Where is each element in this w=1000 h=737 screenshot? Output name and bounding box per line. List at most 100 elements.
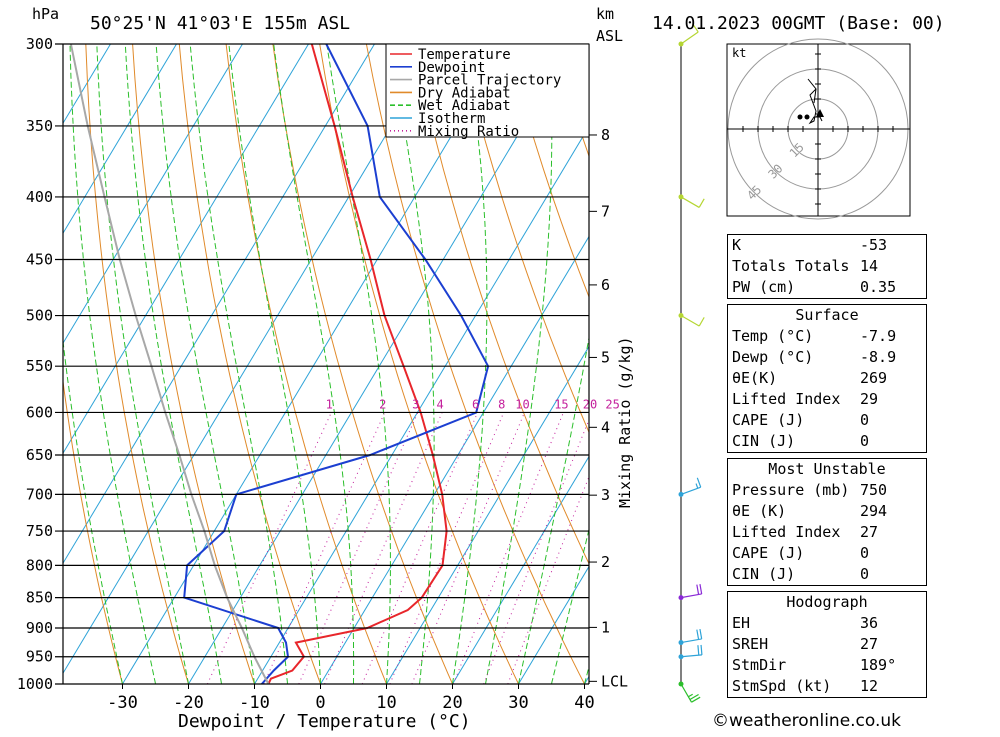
wind-barb: [679, 629, 702, 645]
dry-adiabat: [86, 44, 189, 684]
index-row: StmDir 189°: [728, 655, 926, 676]
height-tick-label: LCL: [601, 672, 628, 690]
index-label: Lifted Index: [732, 522, 840, 543]
x-tick-label: -20: [173, 693, 204, 713]
datetime-title: 14.01.2023 00GMT (Base: 00): [652, 13, 945, 34]
mixing-ratio-line: [299, 413, 418, 685]
mixing-ratio-line: [207, 413, 331, 685]
index-label: PW (cm): [732, 277, 795, 298]
mixing-ratio-line: [390, 413, 504, 685]
index-label: CAPE (J): [732, 543, 804, 564]
legend-entry: Mixing Ratio: [418, 124, 519, 140]
index-label: CIN (J): [732, 564, 795, 585]
index-value: 0: [860, 410, 922, 431]
wind-barb-staff: [681, 197, 699, 208]
x-tick-label: -30: [107, 693, 138, 713]
x-axis-title: Dewpoint / Temperature (°C): [178, 711, 471, 732]
index-row: PW (cm) 0.35: [728, 277, 926, 298]
wet-adiabat: [156, 44, 254, 684]
height-tick-label: 8: [601, 126, 610, 144]
x-tick-label: 20: [442, 693, 462, 713]
pressure-tick-label: 600: [26, 403, 53, 421]
hodograph-point: [805, 115, 810, 120]
index-value: 189°: [860, 655, 922, 676]
height-tick-label: 3: [601, 486, 610, 504]
index-value: 36: [860, 613, 922, 634]
dry-adiabat: [928, 44, 1000, 684]
mixing-ratio-line: [453, 413, 563, 685]
profiles: [71, 44, 488, 684]
x-tick-label: 30: [508, 693, 528, 713]
pressure-tick-label: 550: [26, 357, 53, 375]
pressure-tick-label: 750: [26, 522, 53, 540]
index-value: 0.35: [860, 277, 922, 298]
mixing-ratio-line: [362, 413, 477, 685]
index-label: StmDir: [732, 655, 786, 676]
index-label: CIN (J): [732, 431, 795, 452]
pressure-tick-label: 950: [26, 648, 53, 666]
pressure-tick-label: 500: [26, 307, 53, 325]
mixing-ratio-label: 6: [472, 397, 479, 411]
index-value: 269: [860, 368, 922, 389]
wind-barb-feather: [697, 585, 699, 595]
index-value: 0: [860, 431, 922, 452]
dry-adiabat: [975, 44, 1000, 684]
wind-barb: [679, 645, 702, 659]
index-value: -7.9: [860, 326, 922, 347]
hodograph-point: [798, 115, 803, 120]
index-label: Temp (°C): [732, 326, 813, 347]
index-value: -53: [860, 235, 922, 256]
pressure-tick-label: 850: [26, 589, 53, 607]
dry-adiabat: [226, 44, 386, 684]
wind-barb: [679, 478, 701, 497]
index-row: StmSpd (kt) 12: [728, 676, 926, 697]
wet-adiabat: [453, 44, 487, 684]
wind-barb-feather: [700, 584, 702, 594]
panel-title: Surface: [728, 305, 926, 326]
index-value: 0: [860, 564, 922, 585]
index-label: Totals Totals: [732, 256, 849, 277]
isotherm-line: [189, 44, 573, 684]
wet-adiabat: [70, 44, 156, 684]
wind-barb: [679, 194, 705, 207]
index-row: CAPE (J) 0: [728, 543, 926, 564]
index-value: 12: [860, 676, 922, 697]
wind-barb: [679, 313, 705, 326]
index-label: StmSpd (kt): [732, 676, 831, 697]
mixing-ratio-line: [264, 413, 385, 685]
height-unit-asl: ASL: [596, 27, 623, 45]
wind-barb-feather: [688, 694, 692, 697]
index-label: θE(K): [732, 368, 777, 389]
index-value: 14: [860, 256, 922, 277]
index-value: -8.9: [860, 347, 922, 368]
wind-barb-feather: [701, 645, 702, 655]
pressure-tick-label: 800: [26, 556, 53, 574]
index-label: SREH: [732, 634, 768, 655]
x-tick-label: -10: [239, 693, 270, 713]
height-tick-label: 4: [601, 418, 610, 436]
wind-barb-feather: [697, 630, 699, 640]
pressure-unit: hPa: [32, 5, 59, 23]
panel-title: Hodograph: [728, 592, 926, 613]
mixing-ratio-label: 2: [379, 397, 386, 411]
index-value: 750: [860, 480, 922, 501]
mixing-ratio-label: 3: [412, 397, 419, 411]
mixing-ratio-label: 8: [498, 397, 505, 411]
pressure-tick-label: 450: [26, 251, 53, 269]
index-row: CIN (J) 0: [728, 564, 926, 585]
isotherm-line: [123, 44, 507, 684]
index-value: 0: [860, 543, 922, 564]
index-label: Lifted Index: [732, 389, 840, 410]
index-row: Dewp (°C)-8.9: [728, 347, 926, 368]
isotherm-line: [57, 44, 441, 684]
height-tick-label: 7: [601, 202, 610, 220]
wind-barb-staff: [681, 316, 699, 327]
wet-adiabat: [486, 44, 552, 684]
